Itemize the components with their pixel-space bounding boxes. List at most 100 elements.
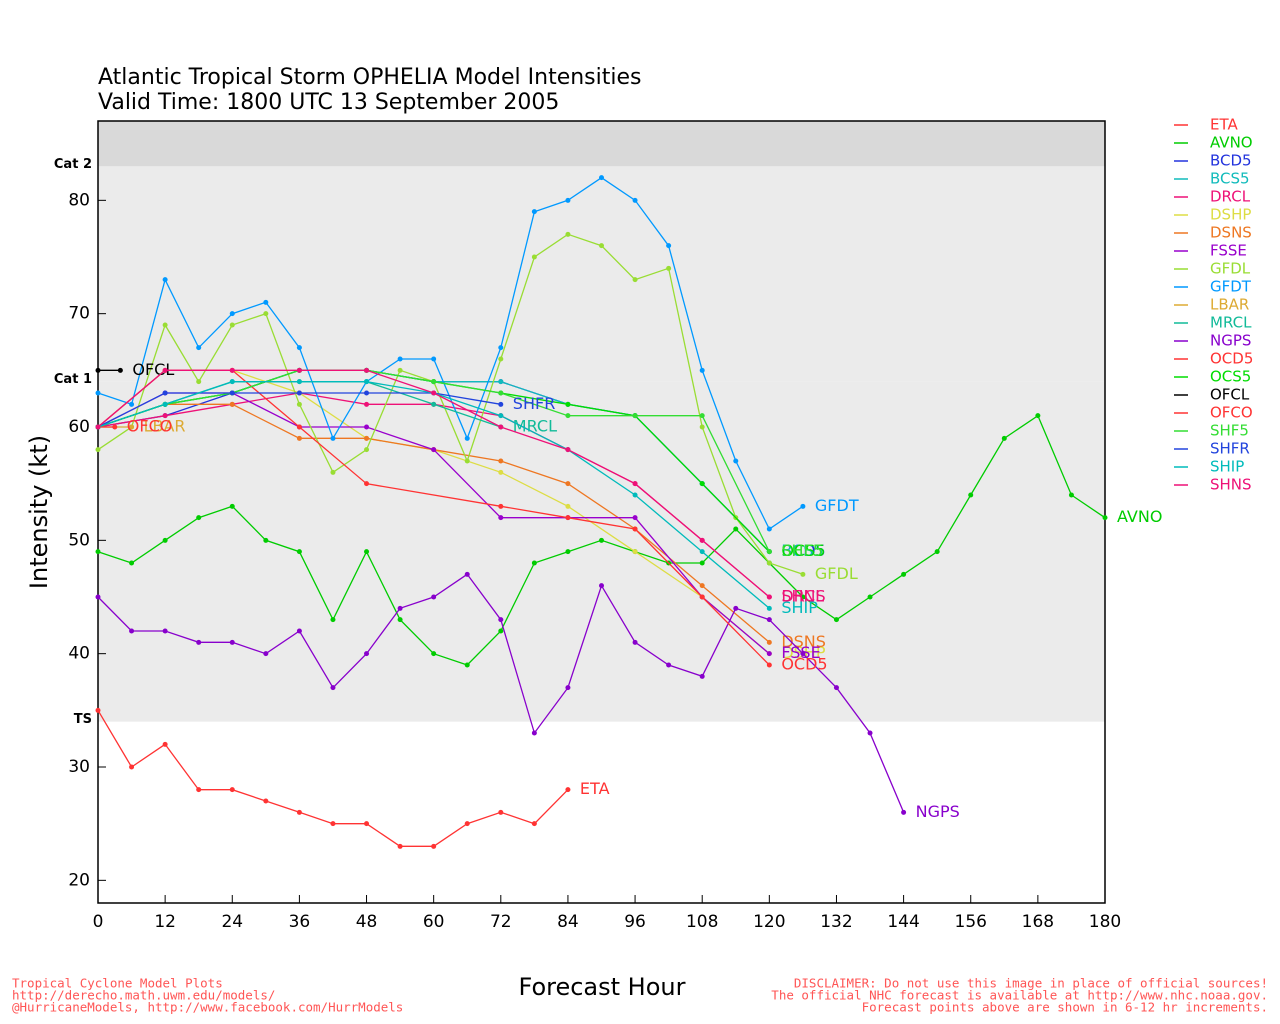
data-point: [196, 379, 202, 385]
data-point: [498, 356, 504, 362]
series-end-label: GFDT: [815, 496, 859, 515]
data-point: [364, 651, 370, 657]
legend-label: DSNS: [1210, 224, 1252, 242]
data-point: [364, 379, 370, 385]
legend-label: OCD5: [1210, 350, 1253, 368]
data-point: [498, 379, 504, 385]
data-point: [196, 515, 202, 521]
data-point: [800, 651, 806, 657]
data-point: [498, 458, 504, 464]
series-end-label: AVNO: [1117, 507, 1162, 526]
x-tick-label: 24: [221, 912, 243, 932]
data-point: [498, 617, 504, 623]
series-end-label: ETA: [580, 779, 610, 798]
data-point: [229, 639, 235, 645]
data-point: [699, 413, 705, 419]
data-point: [229, 401, 235, 407]
data-point: [431, 651, 437, 657]
data-point: [531, 730, 537, 736]
data-point: [666, 243, 672, 249]
x-tick-label: 0: [93, 912, 104, 932]
data-point: [296, 628, 302, 634]
data-point: [464, 821, 470, 827]
data-point: [95, 549, 101, 555]
data-point: [129, 628, 135, 634]
data-point: [129, 401, 135, 407]
data-point: [867, 730, 873, 736]
data-point: [699, 481, 705, 487]
data-point: [296, 809, 302, 815]
data-point: [498, 628, 504, 634]
data-point: [296, 379, 302, 385]
legend-label: NGPS: [1210, 332, 1251, 350]
data-point: [330, 685, 336, 691]
data-point: [498, 503, 504, 509]
series-end-label: DSNS: [781, 632, 826, 651]
data-point: [565, 515, 571, 521]
data-point: [263, 651, 269, 657]
data-point: [296, 367, 302, 373]
x-tick-label: 48: [356, 912, 378, 932]
series-end-label: SHNS: [781, 587, 825, 606]
data-point: [632, 481, 638, 487]
data-point: [766, 526, 772, 532]
data-point: [95, 424, 101, 430]
y-tick-label: 60: [68, 417, 90, 437]
data-point: [229, 787, 235, 793]
x-tick-label: 180: [1089, 912, 1121, 932]
data-point: [263, 537, 269, 543]
data-point: [263, 299, 269, 305]
data-point: [1068, 492, 1074, 498]
data-point: [162, 628, 168, 634]
data-point: [632, 526, 638, 532]
x-tick-label: 96: [624, 912, 646, 932]
data-point: [229, 367, 235, 373]
data-point: [364, 481, 370, 487]
data-point: [95, 367, 101, 373]
data-point: [833, 617, 839, 623]
y-axis-label: Intensity (kt): [25, 435, 53, 589]
data-point: [229, 311, 235, 317]
legend-label: GFDT: [1210, 278, 1252, 296]
band-label: Cat 2: [54, 157, 92, 172]
data-point: [498, 390, 504, 396]
data-point: [498, 809, 504, 815]
x-tick-label: 84: [557, 912, 579, 932]
data-point: [632, 492, 638, 498]
x-tick-label: 156: [955, 912, 987, 932]
legend-label: BCS5: [1210, 170, 1250, 188]
chart-title: Atlantic Tropical Storm OPHELIA Model In…: [98, 65, 641, 90]
data-point: [263, 311, 269, 317]
series-end-label: SHIP: [781, 598, 818, 617]
series-end-label: DRCL: [781, 587, 824, 606]
data-point: [800, 571, 806, 577]
data-point: [95, 707, 101, 713]
footer-right-line: The official NHC forecast is available a…: [771, 988, 1268, 1003]
data-point: [733, 458, 739, 464]
data-point: [464, 458, 470, 464]
x-tick-label: 12: [154, 912, 176, 932]
y-tick-label: 30: [68, 757, 90, 777]
series-end-label: OFCL: [132, 360, 174, 379]
data-point: [296, 345, 302, 351]
series-end-label: BCS5: [781, 541, 823, 560]
x-tick-label: 132: [820, 912, 852, 932]
series-end-label: SHFR: [513, 394, 556, 413]
data-point: [531, 821, 537, 827]
y-tick-label: 20: [68, 870, 90, 890]
footer-left-line: http://derecho.math.uwm.edu/models/: [12, 988, 275, 1003]
data-point: [565, 197, 571, 203]
data-point: [531, 254, 537, 260]
data-point: [162, 741, 168, 747]
data-point: [296, 549, 302, 555]
intensity-band: [98, 381, 1105, 722]
y-tick-label: 70: [68, 304, 90, 324]
data-point: [263, 798, 269, 804]
data-point: [464, 571, 470, 577]
data-point: [431, 594, 437, 600]
data-point: [162, 367, 168, 373]
data-point: [733, 605, 739, 611]
series-end-label: MRCL: [513, 417, 557, 436]
